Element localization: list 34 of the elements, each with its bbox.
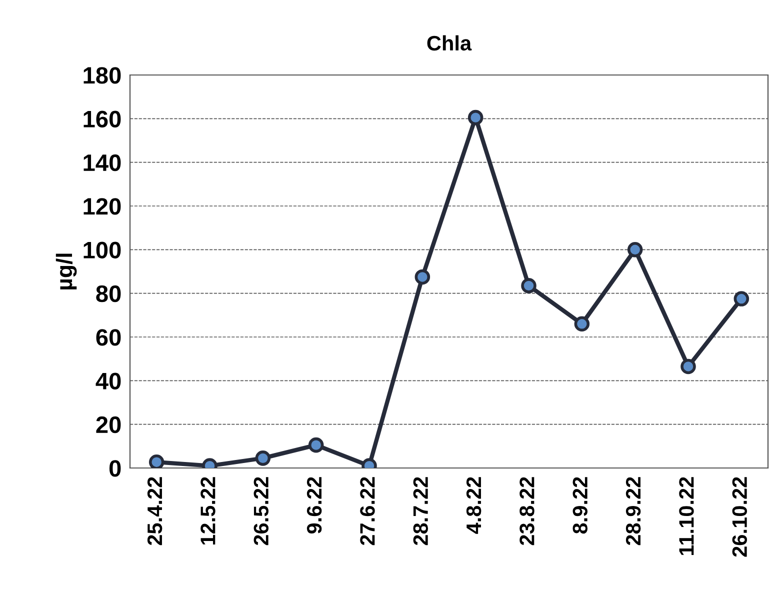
x-tick-label: 11.10.22 — [679, 477, 694, 555]
x-tick-label: 9.6.22 — [306, 477, 322, 534]
x-tick-label: 28.7.22 — [413, 477, 428, 546]
chart-title: Chla — [427, 35, 472, 51]
y-tick-label: 180 — [84, 67, 121, 84]
point — [574, 316, 590, 332]
x-tick-label: 26.10.22 — [732, 477, 748, 557]
y-tick-label: 160 — [84, 110, 121, 128]
point — [734, 291, 750, 306]
x-tick-label: 8.9.22 — [572, 477, 588, 534]
point — [255, 450, 271, 466]
x-tick-label: 4.8.22 — [466, 477, 482, 534]
point — [680, 358, 696, 374]
y-tick-label: 40 — [96, 372, 121, 390]
x-tick-label: 12.5.22 — [200, 477, 216, 545]
point — [468, 110, 484, 126]
point — [148, 454, 164, 468]
y-tick-label: 140 — [84, 154, 121, 172]
point — [521, 278, 536, 294]
x-tick-label: 26.5.22 — [254, 477, 269, 546]
point — [308, 437, 324, 453]
y-tick-label: 20 — [96, 416, 121, 434]
point — [414, 269, 430, 285]
y-tick-label: 0 — [109, 460, 121, 477]
x-tick-label: 25.4.22 — [147, 477, 162, 546]
y-tick-label: 100 — [84, 242, 121, 258]
y-tick-label: 80 — [96, 285, 121, 302]
y-tick-label: 60 — [96, 329, 121, 346]
point — [627, 242, 643, 258]
x-tick-label: 28.9.22 — [626, 477, 641, 546]
y-axis-title: µg/l — [56, 254, 77, 290]
y-tick-label: 120 — [84, 198, 121, 215]
x-tick-label: 27.6.22 — [360, 477, 375, 546]
x-tick-label: 23.8.22 — [520, 477, 534, 546]
